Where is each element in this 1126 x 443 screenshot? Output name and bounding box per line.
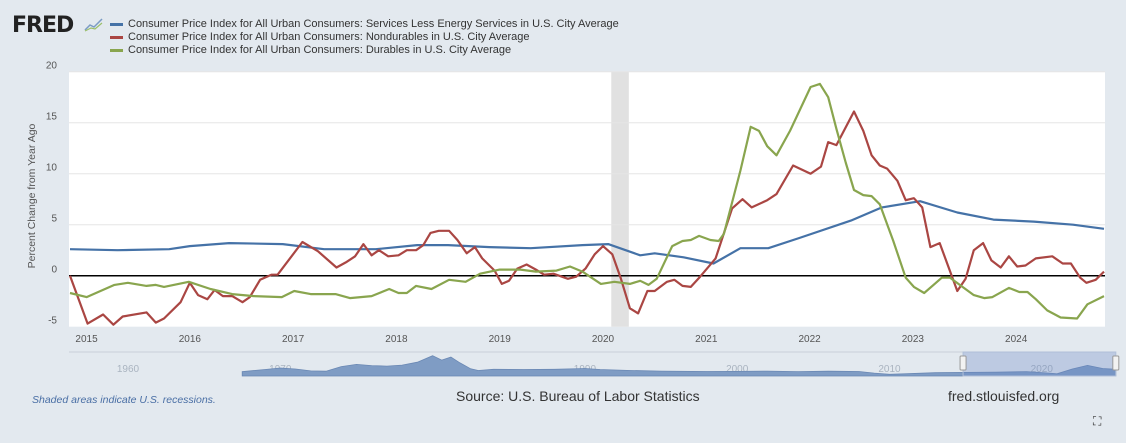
x-tick-label: 2019 [489, 334, 512, 345]
legend-item-durables[interactable]: Consumer Price Index for All Urban Consu… [110, 44, 619, 57]
legend-label: Consumer Price Index for All Urban Consu… [128, 44, 512, 56]
y-tick-label: 5 [51, 214, 57, 225]
navigator-handle-left[interactable] [959, 355, 967, 371]
navigator-tick-label: 2020 [1031, 364, 1054, 375]
chart-line-icon [84, 16, 104, 32]
x-tick-label: 2021 [695, 334, 718, 345]
legend-swatch [110, 36, 123, 39]
y-tick-label: 20 [46, 61, 58, 72]
durables-line [69, 82, 1105, 320]
legend: Consumer Price Index for All Urban Consu… [110, 18, 619, 57]
x-tick-label: 2016 [179, 334, 202, 345]
plot-area [69, 71, 1105, 327]
navigator-tick-label: 2000 [726, 364, 749, 375]
nondurables-line [68, 110, 1105, 326]
navigator-selection[interactable] [962, 351, 1117, 377]
x-tick-label: 2023 [902, 334, 925, 345]
legend-label: Consumer Price Index for All Urban Consu… [128, 31, 530, 43]
fred-logo[interactable]: FRED [12, 13, 74, 38]
x-tick-label: 2017 [282, 334, 305, 345]
source-text: Source: U.S. Bureau of Labor Statistics [456, 388, 700, 404]
legend-item-nondurables[interactable]: Consumer Price Index for All Urban Consu… [110, 31, 619, 44]
navigator-series [241, 355, 1117, 377]
site-link[interactable]: fred.stlouisfed.org [948, 388, 1060, 404]
navigator-handle-right[interactable] [1112, 355, 1120, 371]
legend-swatch [110, 23, 123, 26]
fullscreen-icon[interactable]: ⛶ [1093, 414, 1102, 428]
y-tick-label: 0 [51, 265, 57, 276]
x-tick-label: 2018 [385, 334, 408, 345]
y-tick-label: -5 [48, 316, 57, 327]
y-tick-label: 10 [46, 163, 58, 174]
legend-swatch [110, 49, 123, 52]
x-tick-label: 2022 [798, 334, 821, 345]
x-tick-label: 2024 [1005, 334, 1028, 345]
y-tick-label: 15 [46, 112, 58, 123]
navigator-tick-label: 2010 [878, 364, 901, 375]
legend-label: Consumer Price Index for All Urban Consu… [128, 18, 619, 30]
x-tick-label: 2015 [75, 334, 98, 345]
legend-item-services[interactable]: Consumer Price Index for All Urban Consu… [110, 18, 619, 31]
recession-band [611, 71, 629, 327]
services-less-energy-line [69, 200, 1105, 265]
recession-note: Shaded areas indicate U.S. recessions. [32, 394, 216, 406]
x-tick-label: 2020 [592, 334, 615, 345]
navigator-tick-label: 1960 [117, 364, 140, 375]
